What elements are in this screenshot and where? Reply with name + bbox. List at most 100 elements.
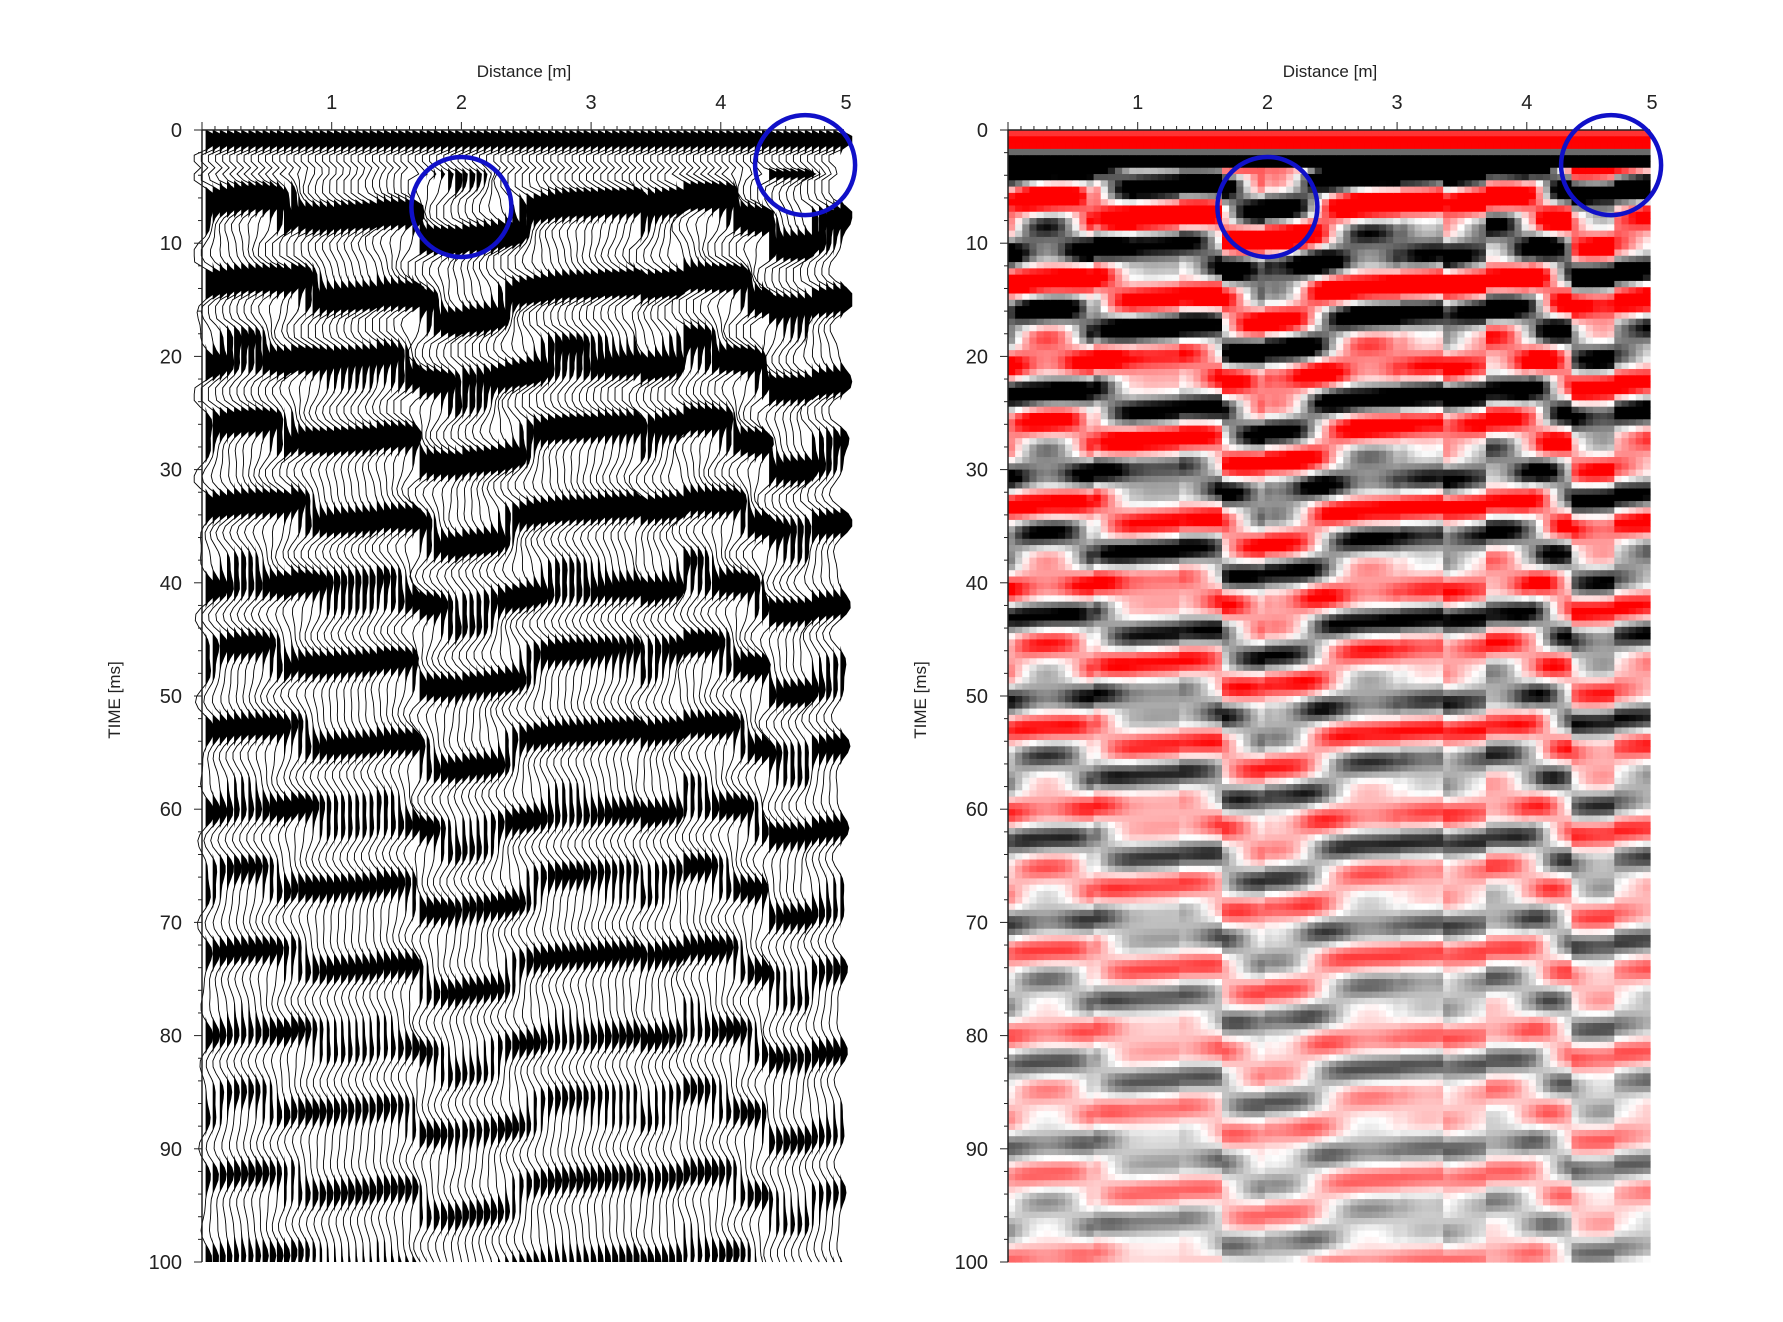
trace-line <box>514 129 539 1263</box>
density-cell <box>1086 828 1095 835</box>
density-cell <box>1022 790 1030 798</box>
density-cell <box>1008 1192 1016 1200</box>
density-cell <box>1079 582 1088 590</box>
density-cell <box>1079 614 1088 622</box>
density-cell <box>1022 457 1030 464</box>
density-cell <box>1186 142 1195 150</box>
density-cell <box>1036 419 1045 427</box>
density-cell <box>1136 1230 1145 1238</box>
density-cell <box>1186 1148 1195 1156</box>
density-cell <box>1164 708 1173 716</box>
density-cell <box>1036 890 1045 898</box>
density-cell <box>1129 218 1137 225</box>
density-cell <box>1122 312 1130 320</box>
density-cell <box>1036 947 1045 955</box>
density-cell <box>1022 526 1030 534</box>
trace-fill <box>490 130 503 1262</box>
density-cell <box>1129 953 1137 961</box>
density-cell <box>1179 205 1187 213</box>
density-cell <box>1157 519 1166 527</box>
density-cell <box>1164 1192 1173 1200</box>
density-cell <box>1115 771 1123 779</box>
density-cell <box>1086 1054 1095 1062</box>
density-cell <box>1157 1054 1166 1062</box>
density-cell <box>1015 507 1023 515</box>
density-cell <box>1022 1180 1030 1188</box>
density-cell <box>1043 1167 1052 1175</box>
density-cell <box>1122 589 1130 596</box>
density-cell <box>1164 1230 1173 1238</box>
density-cell <box>1164 375 1173 383</box>
density-cell <box>1143 387 1152 395</box>
density-cell <box>1122 985 1130 993</box>
density-cell <box>1107 576 1116 584</box>
density-cell <box>1186 834 1195 842</box>
density-cell <box>1179 268 1187 276</box>
y-tick-label: 20 <box>160 346 182 368</box>
density-cell <box>1072 211 1080 219</box>
density-cell <box>1057 601 1066 609</box>
density-cell <box>1157 683 1166 691</box>
density-cell <box>1029 350 1038 357</box>
density-cell <box>1172 387 1180 395</box>
density-cell <box>1079 1041 1088 1049</box>
density-cell <box>1129 947 1137 955</box>
density-cell <box>1072 601 1080 609</box>
density-cell <box>1143 853 1152 861</box>
density-cell <box>1122 1186 1130 1194</box>
density-cell <box>1164 180 1173 188</box>
density-cell <box>1129 563 1137 571</box>
density-cell <box>1164 545 1173 552</box>
density-cell <box>1086 658 1095 666</box>
density-cell <box>1015 633 1023 640</box>
density-cell <box>1022 815 1030 823</box>
density-cell <box>1100 192 1109 200</box>
density-cell <box>1079 872 1088 879</box>
density-cell <box>1079 576 1088 584</box>
density-cell <box>1079 846 1088 854</box>
density-cell <box>1136 897 1145 905</box>
trace-line <box>800 129 824 1263</box>
density-cell <box>1172 488 1180 496</box>
density-cell <box>1072 362 1080 370</box>
density-cell <box>1008 689 1016 697</box>
density-cell <box>1100 846 1109 854</box>
density-cell <box>1107 444 1116 452</box>
density-cell <box>1186 1199 1195 1206</box>
density-cell <box>1193 161 1202 169</box>
density-cell <box>1179 545 1187 552</box>
density-cell <box>1115 192 1123 200</box>
density-cell <box>1157 884 1166 892</box>
density-cell <box>1107 1161 1116 1169</box>
density-cell <box>1122 1148 1130 1156</box>
density-cell <box>1065 507 1073 515</box>
density-cell <box>1086 626 1095 634</box>
density-cell <box>1115 1104 1123 1112</box>
density-cell <box>1065 784 1073 791</box>
density-cell <box>1086 840 1095 848</box>
density-cell <box>1015 979 1023 986</box>
density-cell <box>1172 457 1180 464</box>
density-cell <box>1086 1117 1095 1125</box>
density-cell <box>1065 1205 1073 1213</box>
density-cell <box>1179 243 1187 251</box>
density-cell <box>1100 733 1109 741</box>
trace-line <box>293 129 318 1263</box>
density-cell <box>1122 658 1130 666</box>
density-cell <box>1179 752 1187 760</box>
density-cell <box>1143 878 1152 886</box>
density-cell <box>1072 909 1080 917</box>
density-cell <box>1179 733 1187 741</box>
density-cell <box>1172 771 1180 779</box>
density-cell <box>1136 670 1145 678</box>
density-cell <box>1115 1079 1123 1087</box>
density-cell <box>1086 670 1095 678</box>
density-cell <box>1122 714 1130 722</box>
density-cell <box>1029 576 1038 584</box>
density-cell <box>1079 828 1088 835</box>
density-cell <box>1015 576 1023 584</box>
density-cell <box>1143 1255 1152 1263</box>
density-cell <box>1043 1004 1052 1012</box>
density-cell <box>1115 1217 1123 1225</box>
density-cell <box>1008 708 1016 716</box>
